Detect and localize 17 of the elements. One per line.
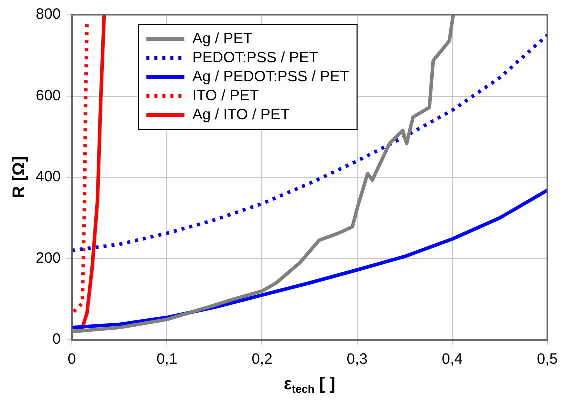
legend-label: Ag / PEDOT:PSS / PET xyxy=(192,68,350,86)
legend-label: Ag / PET xyxy=(192,30,253,48)
legend-label: Ag / ITO / PET xyxy=(192,106,290,124)
x-tick-label: 0,5 xyxy=(537,351,558,368)
x-tick-label: 0 xyxy=(68,351,76,368)
x-tick-label: 0,3 xyxy=(346,351,368,368)
y-tick-label: 0 xyxy=(52,331,62,348)
x-tick-label: 0,1 xyxy=(156,351,178,368)
legend-label: ITO / PET xyxy=(192,87,260,104)
y-tick-label: 200 xyxy=(36,250,62,267)
x-tick-label: 0,4 xyxy=(442,351,463,368)
legend-label: PEDOT:PSS / PET xyxy=(192,49,318,66)
x-tick-label: 0,2 xyxy=(252,351,273,368)
y-tick-label: 400 xyxy=(36,168,62,186)
y-tick-label: 600 xyxy=(36,87,62,104)
y-tick-label: 800 xyxy=(36,6,62,24)
y-axis-title: R [Ω] xyxy=(10,156,29,198)
